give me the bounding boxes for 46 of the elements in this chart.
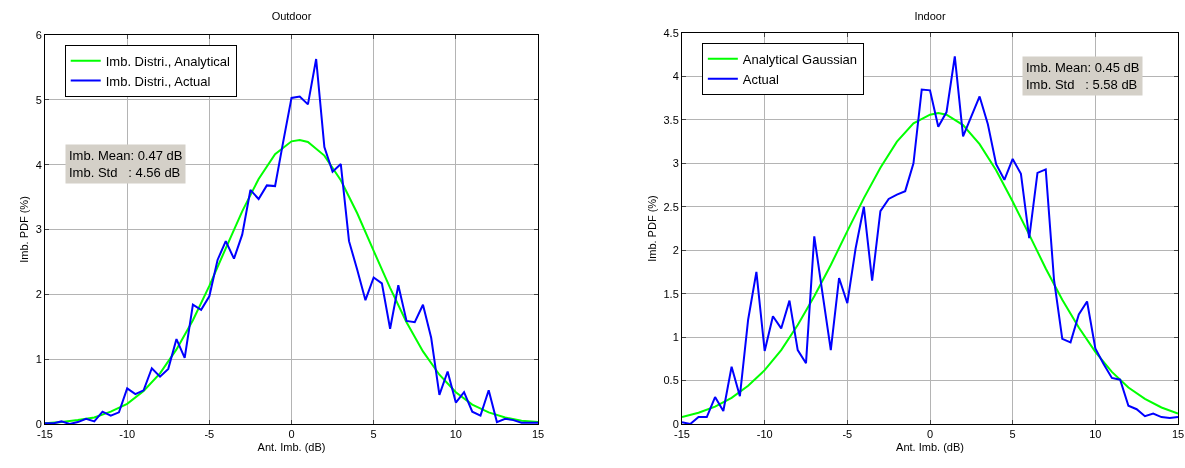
legend-label: Imb. Distri., Actual bbox=[105, 73, 211, 89]
line-series bbox=[682, 111, 1178, 419]
y-tick-label: 3.5 bbox=[663, 113, 679, 126]
y-tick-label: 3 bbox=[672, 157, 679, 170]
x-tick-label: -5 bbox=[204, 428, 215, 441]
y-tick-label: 0.5 bbox=[663, 374, 679, 387]
y-tick-label: 2 bbox=[35, 288, 42, 301]
x-tick-label: 10 bbox=[449, 428, 462, 441]
x-tick-label: 0 bbox=[288, 428, 295, 441]
y-tick-label: 6 bbox=[35, 28, 42, 41]
y-tick-label: 4.5 bbox=[663, 26, 679, 39]
annotation: Imb. Mean: 0.47 dB Imb. Std : 4.56 dB bbox=[69, 148, 183, 180]
chart-title: Indoor bbox=[914, 10, 946, 22]
x-tick-label: 15 bbox=[1171, 428, 1185, 441]
annotation: Imb. Mean: 0.45 dB Imb. Std : 5.58 dB bbox=[1026, 60, 1140, 92]
x-axis-title: Ant. Imb. (dB) bbox=[896, 441, 964, 454]
x-tick-label: 15 bbox=[531, 428, 545, 441]
legend-label: Analytical Gaussian bbox=[742, 51, 858, 67]
x-tick-label: 5 bbox=[1009, 428, 1016, 441]
y-tick-label: 0 bbox=[35, 417, 42, 430]
line-series bbox=[682, 55, 1178, 424]
y-tick-label: 4 bbox=[672, 70, 679, 83]
x-tick-label: 5 bbox=[370, 428, 377, 441]
x-tick-label: -15 bbox=[674, 428, 690, 441]
y-tick-label: 1 bbox=[35, 353, 42, 366]
y-tick-label: 4 bbox=[35, 158, 42, 171]
chart-title: Outdoor bbox=[271, 10, 312, 22]
x-tick-label: 10 bbox=[1089, 428, 1102, 441]
y-axis-title: Imb. PDF (%) bbox=[18, 196, 31, 263]
y-tick-label: 2.5 bbox=[663, 200, 679, 213]
x-tick-label: -15 bbox=[37, 428, 53, 441]
x-tick-label: -10 bbox=[756, 428, 773, 441]
y-tick-label: 0 bbox=[672, 417, 679, 430]
x-tick-label: -10 bbox=[119, 428, 136, 441]
legend-label: Imb. Distri., Analytical bbox=[105, 53, 231, 69]
y-tick-label: 2 bbox=[672, 244, 679, 257]
y-axis-title: Imb. PDF (%) bbox=[646, 195, 659, 262]
y-tick-label: 3 bbox=[35, 223, 42, 236]
x-tick-label: 0 bbox=[926, 428, 934, 441]
y-tick-label: 5 bbox=[35, 93, 42, 106]
line-series bbox=[45, 57, 538, 424]
legend-label: Actual bbox=[742, 71, 780, 87]
x-axis-title: Ant. Imb. (dB) bbox=[257, 441, 326, 454]
x-tick-label: -5 bbox=[842, 428, 853, 441]
y-tick-label: 1.5 bbox=[663, 287, 679, 300]
y-tick-label: 1 bbox=[672, 330, 679, 343]
